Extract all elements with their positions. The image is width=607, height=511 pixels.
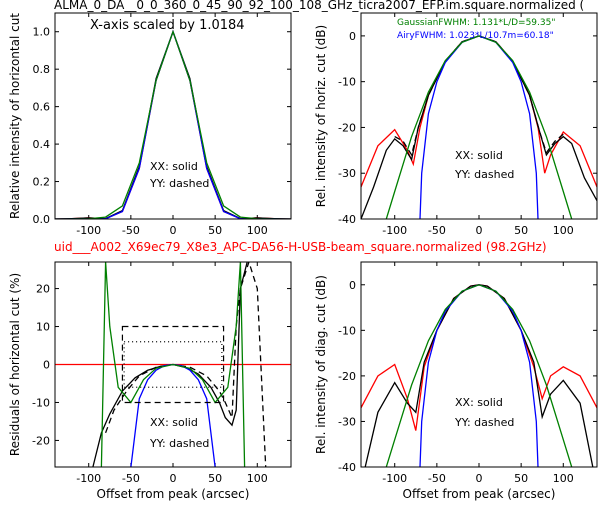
series-line-2 bbox=[419, 284, 539, 467]
tolerance-box-inner bbox=[123, 341, 223, 388]
y-axis-label: Relative intensity of horizontal cut bbox=[8, 13, 22, 219]
y-tick-label: 0 bbox=[349, 30, 356, 43]
title-middle: uid___A002_X69ec79_X8e3_APC-DA56-H-USB-b… bbox=[54, 240, 547, 254]
x-tick-label: 0 bbox=[170, 224, 177, 237]
y-axis-label: Rel. intensity of diag. cut (dB) bbox=[314, 275, 328, 454]
xx-solid-note: XX: solid bbox=[455, 396, 503, 409]
y-tick-label: 0.2 bbox=[33, 176, 51, 189]
y-tick-label: -20 bbox=[338, 370, 356, 383]
plot-frame bbox=[360, 12, 598, 220]
gaussian-fwhm-note: GaussianFWHM: 1.131*L/D=59.35" bbox=[397, 18, 555, 28]
y-tick-label: -30 bbox=[338, 415, 356, 428]
y-tick-label: 20 bbox=[36, 283, 50, 296]
series-line-3 bbox=[55, 29, 291, 219]
yy-dashed-note: YY: dashed bbox=[149, 437, 209, 450]
series-line-0 bbox=[55, 29, 291, 219]
y-tick-label: -40 bbox=[338, 461, 356, 474]
y-tick-label: 0.4 bbox=[33, 138, 51, 151]
x-tick-label: 0 bbox=[170, 472, 177, 485]
series-line-0 bbox=[361, 35, 597, 188]
xx-solid-note: XX: solid bbox=[455, 149, 503, 162]
x-tick-label: 100 bbox=[247, 472, 268, 485]
y-tick-label: -10 bbox=[32, 396, 50, 409]
x-tick-label: 50 bbox=[514, 472, 528, 485]
x-tick-label: -100 bbox=[382, 472, 407, 485]
y-tick-label: 0.0 bbox=[33, 213, 51, 226]
x-axis-label: Offset from peak (arcsec) bbox=[97, 487, 250, 501]
y-tick-label: 0.6 bbox=[33, 101, 51, 114]
x-tick-label: -100 bbox=[382, 224, 407, 237]
y-tick-label: -40 bbox=[338, 213, 356, 226]
xx-solid-note: XX: solid bbox=[150, 416, 198, 429]
x-tick-label: -50 bbox=[122, 472, 140, 485]
plot-frame bbox=[54, 12, 292, 220]
airy-fwhm-note: AiryFWHM: 1.023*L/10.7m=60.18" bbox=[397, 31, 554, 41]
x-tick-label: -50 bbox=[122, 224, 140, 237]
yy-dashed-note: YY: dashed bbox=[149, 177, 209, 190]
x-axis-label: Offset from peak (arcsec) bbox=[403, 487, 556, 501]
y-tick-label: -30 bbox=[338, 167, 356, 180]
y-tick-label: -20 bbox=[338, 121, 356, 134]
y-tick-label: 0 bbox=[43, 359, 50, 372]
y-axis-label: Rel. intensity of horiz. cut (dB) bbox=[314, 25, 328, 207]
x-tick-label: 100 bbox=[553, 224, 574, 237]
x-tick-label: 0 bbox=[476, 472, 483, 485]
x-tick-label: 0 bbox=[476, 224, 483, 237]
series-line-4 bbox=[385, 35, 573, 219]
y-tick-label: -10 bbox=[338, 76, 356, 89]
y-tick-label: 1.0 bbox=[33, 26, 51, 39]
scale-note: X-axis scaled by 1.0184 bbox=[90, 18, 245, 33]
y-tick-label: 0.8 bbox=[33, 63, 51, 76]
series-line-2 bbox=[104, 262, 267, 467]
xx-solid-note: XX: solid bbox=[150, 160, 198, 173]
title-top: ALMA_0_DA__0_0_360_0_45_90_92_100_108_GH… bbox=[54, 0, 584, 12]
x-tick-label: 50 bbox=[514, 224, 528, 237]
panel-top-left: -100 -50 0 50 100 0.0 0.2 0.4 0.6 0.8 1.0 Relative … bbox=[8, 12, 292, 237]
x-tick-label: -50 bbox=[428, 224, 446, 237]
series-line-3 bbox=[419, 35, 539, 219]
plot-frame bbox=[360, 261, 598, 468]
x-tick-label: 100 bbox=[553, 472, 574, 485]
series-line-2 bbox=[394, 35, 564, 157]
series-line-2 bbox=[55, 29, 291, 219]
series-line-1 bbox=[361, 35, 597, 219]
series-line-1 bbox=[55, 29, 291, 219]
x-tick-label: -50 bbox=[428, 472, 446, 485]
x-tick-label: 50 bbox=[208, 224, 222, 237]
x-tick-label: 100 bbox=[247, 224, 268, 237]
plot-frame bbox=[54, 261, 292, 468]
x-tick-label: -100 bbox=[76, 224, 101, 237]
y-tick-label: -10 bbox=[338, 324, 356, 337]
series-line-3 bbox=[385, 284, 573, 467]
series-line-4 bbox=[100, 262, 246, 467]
y-tick-label: -20 bbox=[32, 434, 50, 447]
x-tick-label: -100 bbox=[76, 472, 101, 485]
y-tick-label: 10 bbox=[36, 321, 50, 334]
tolerance-box-outer bbox=[121, 325, 225, 404]
x-tick-label: 50 bbox=[208, 472, 222, 485]
yy-dashed-note: YY: dashed bbox=[454, 416, 514, 429]
y-tick-label: 0 bbox=[349, 279, 356, 292]
yy-dashed-note: YY: dashed bbox=[454, 168, 514, 181]
y-axis-label: Residuals of horizontal cut (%) bbox=[8, 273, 22, 456]
